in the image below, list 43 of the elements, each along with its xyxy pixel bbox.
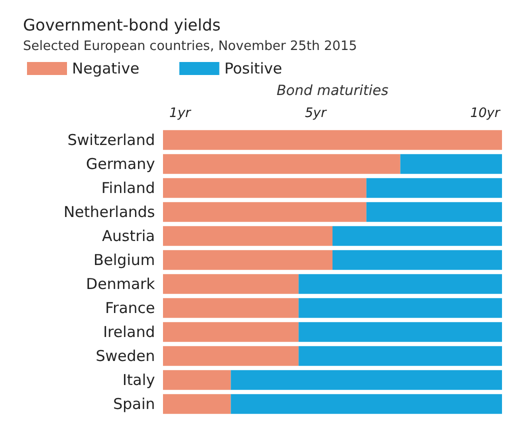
y-tick-label: Austria xyxy=(102,227,155,245)
bar xyxy=(400,154,502,174)
chart-title: Government-bond yields xyxy=(23,16,221,34)
y-tick-label: Switzerland xyxy=(68,131,155,149)
y-tick-label: Finland xyxy=(101,179,155,197)
bar xyxy=(332,250,502,270)
bar xyxy=(163,154,400,174)
bar xyxy=(163,322,299,342)
bar xyxy=(163,250,332,270)
y-tick-label: Spain xyxy=(113,395,155,413)
x-tick-label: 1yr xyxy=(169,106,192,121)
legend-label: Negative xyxy=(72,60,140,78)
y-tick-label: Germany xyxy=(86,155,156,173)
bar xyxy=(163,394,231,414)
bar xyxy=(366,202,502,222)
chart-subtitle: Selected European countries, November 25th 2015 xyxy=(23,39,358,54)
bar xyxy=(163,202,366,222)
bar xyxy=(366,178,502,198)
bar xyxy=(298,274,502,294)
legend-label: Positive xyxy=(224,60,282,78)
bar xyxy=(298,346,502,366)
bar xyxy=(163,298,299,318)
bar xyxy=(230,370,502,390)
bar xyxy=(298,298,502,318)
y-tick-label: Belgium xyxy=(94,251,155,269)
bar xyxy=(163,226,332,246)
bar xyxy=(230,394,502,414)
bar xyxy=(163,178,366,198)
bar xyxy=(163,130,502,150)
bar xyxy=(163,274,299,294)
bar xyxy=(163,346,299,366)
y-tick-label: Netherlands xyxy=(64,203,156,221)
y-tick-label: Ireland xyxy=(103,323,155,341)
x-axis-title: Bond maturities xyxy=(276,83,388,99)
bar xyxy=(332,226,502,246)
x-tick-label: 5yr xyxy=(304,106,328,121)
y-tick-label: Italy xyxy=(122,371,156,389)
y-tick-label: Denmark xyxy=(86,275,156,293)
bar xyxy=(163,370,231,390)
y-tick-label: France xyxy=(105,299,155,317)
x-tick-label: 10yr xyxy=(470,106,502,121)
bar xyxy=(298,322,502,342)
y-tick-label: Sweden xyxy=(96,347,155,365)
